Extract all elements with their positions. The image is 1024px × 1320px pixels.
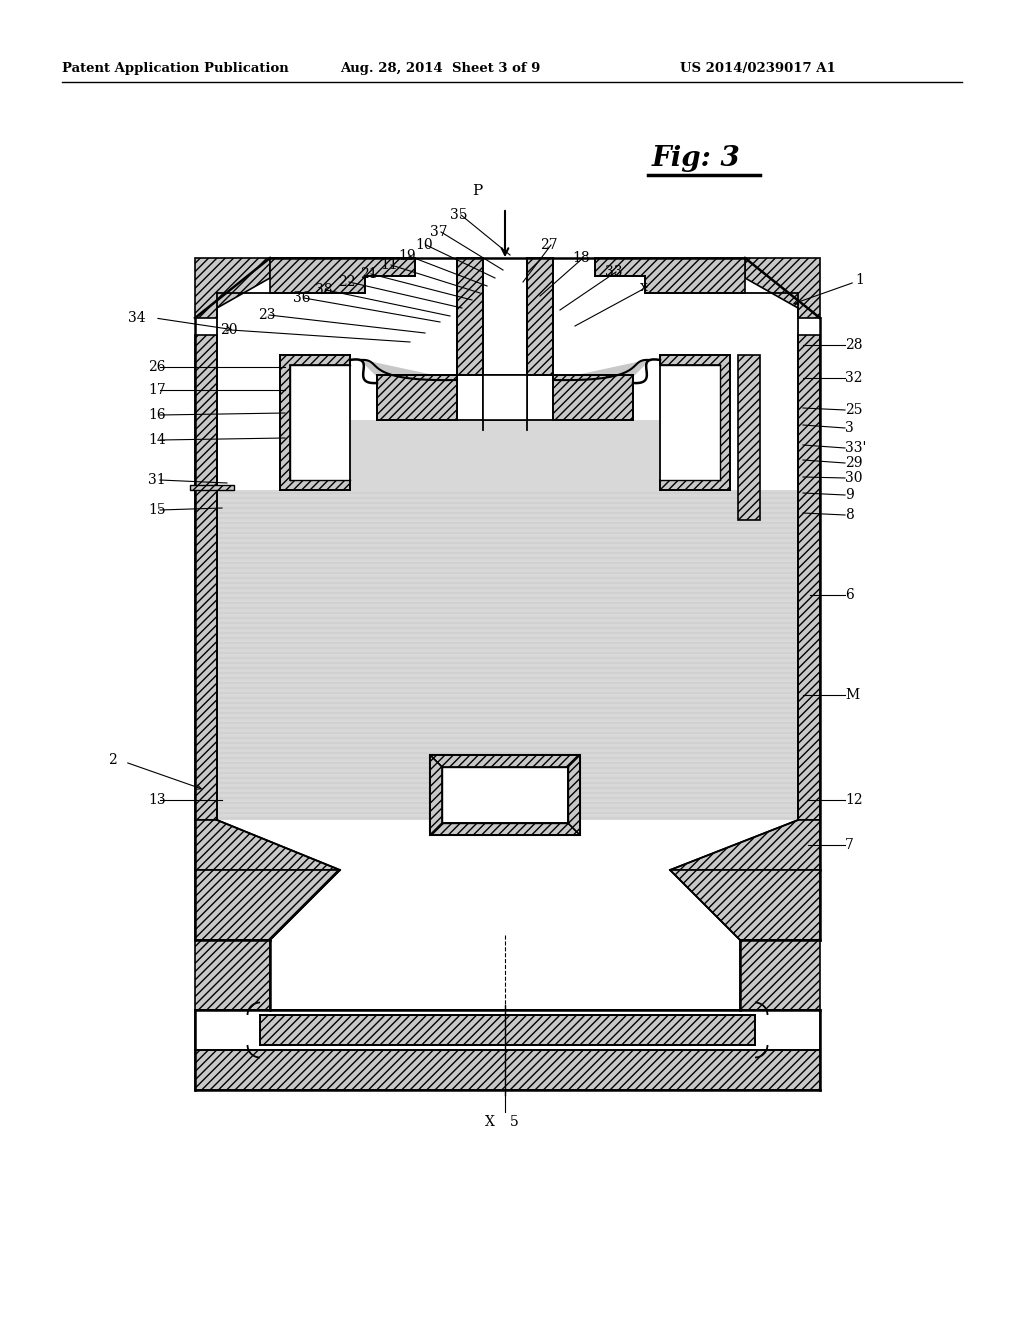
Text: 31: 31 — [148, 473, 166, 487]
Polygon shape — [740, 940, 820, 1010]
Text: 20: 20 — [220, 323, 238, 337]
Text: Fig: 3: Fig: 3 — [652, 145, 740, 172]
Polygon shape — [527, 257, 553, 375]
Polygon shape — [670, 820, 820, 870]
Text: 33: 33 — [605, 265, 623, 279]
Text: 7: 7 — [845, 838, 854, 851]
Text: 26: 26 — [148, 360, 166, 374]
Text: 33': 33' — [845, 441, 866, 455]
Polygon shape — [195, 870, 340, 940]
Text: 38: 38 — [315, 282, 333, 297]
Polygon shape — [195, 257, 270, 318]
Text: P: P — [472, 183, 482, 198]
Polygon shape — [660, 355, 730, 490]
Text: 18: 18 — [572, 251, 590, 265]
Text: 3: 3 — [845, 421, 854, 436]
Polygon shape — [430, 755, 442, 836]
Text: 27: 27 — [540, 238, 558, 252]
Text: 28: 28 — [845, 338, 862, 352]
Polygon shape — [190, 484, 234, 490]
Polygon shape — [595, 257, 745, 293]
Text: Patent Application Publication: Patent Application Publication — [62, 62, 289, 75]
Text: 32: 32 — [845, 371, 862, 385]
Text: US 2014/0239017 A1: US 2014/0239017 A1 — [680, 62, 836, 75]
Polygon shape — [377, 375, 457, 420]
Polygon shape — [553, 375, 633, 420]
Text: x: x — [640, 280, 648, 294]
Polygon shape — [553, 356, 660, 418]
Polygon shape — [360, 425, 650, 480]
Text: 15: 15 — [148, 503, 166, 517]
Polygon shape — [195, 335, 217, 820]
Text: 1: 1 — [855, 273, 864, 286]
Text: 9: 9 — [845, 488, 854, 502]
Polygon shape — [670, 870, 820, 940]
Text: 17: 17 — [148, 383, 166, 397]
Text: Aug. 28, 2014  Sheet 3 of 9: Aug. 28, 2014 Sheet 3 of 9 — [340, 62, 541, 75]
Polygon shape — [430, 755, 580, 836]
Text: 19: 19 — [398, 249, 416, 263]
Polygon shape — [738, 355, 760, 520]
Polygon shape — [195, 1049, 820, 1090]
Text: 5: 5 — [510, 1115, 519, 1129]
Polygon shape — [430, 755, 580, 767]
Polygon shape — [195, 820, 340, 870]
Text: 37: 37 — [430, 224, 447, 239]
Polygon shape — [217, 490, 798, 820]
Polygon shape — [195, 940, 270, 1010]
Text: 2: 2 — [108, 752, 117, 767]
Text: X: X — [485, 1115, 495, 1129]
Text: 21: 21 — [360, 267, 378, 281]
Text: 35: 35 — [450, 209, 468, 222]
Text: 12: 12 — [845, 793, 862, 807]
Text: 22: 22 — [338, 275, 355, 289]
Polygon shape — [377, 375, 457, 420]
Text: 30: 30 — [845, 471, 862, 484]
Text: 11: 11 — [380, 257, 397, 272]
Text: 29: 29 — [845, 455, 862, 470]
Text: 8: 8 — [845, 508, 854, 521]
Text: 10: 10 — [415, 238, 432, 252]
Text: M: M — [845, 688, 859, 702]
Polygon shape — [270, 257, 415, 293]
Polygon shape — [660, 366, 720, 480]
Text: 23: 23 — [258, 308, 275, 322]
Polygon shape — [290, 366, 350, 480]
Polygon shape — [350, 420, 660, 490]
Polygon shape — [217, 490, 798, 820]
Polygon shape — [442, 767, 568, 822]
Polygon shape — [798, 335, 820, 820]
Text: 13: 13 — [148, 793, 166, 807]
Text: 6: 6 — [845, 587, 854, 602]
Polygon shape — [350, 356, 457, 418]
Polygon shape — [280, 355, 350, 490]
Text: 14: 14 — [148, 433, 166, 447]
Text: 25: 25 — [845, 403, 862, 417]
Text: 34: 34 — [128, 312, 145, 325]
Polygon shape — [745, 257, 820, 318]
Polygon shape — [430, 822, 580, 836]
Polygon shape — [260, 1015, 755, 1045]
Text: 16: 16 — [148, 408, 166, 422]
Polygon shape — [568, 755, 580, 836]
Polygon shape — [483, 375, 527, 420]
Text: 36: 36 — [293, 290, 310, 305]
Polygon shape — [195, 1010, 820, 1049]
Polygon shape — [457, 257, 483, 375]
